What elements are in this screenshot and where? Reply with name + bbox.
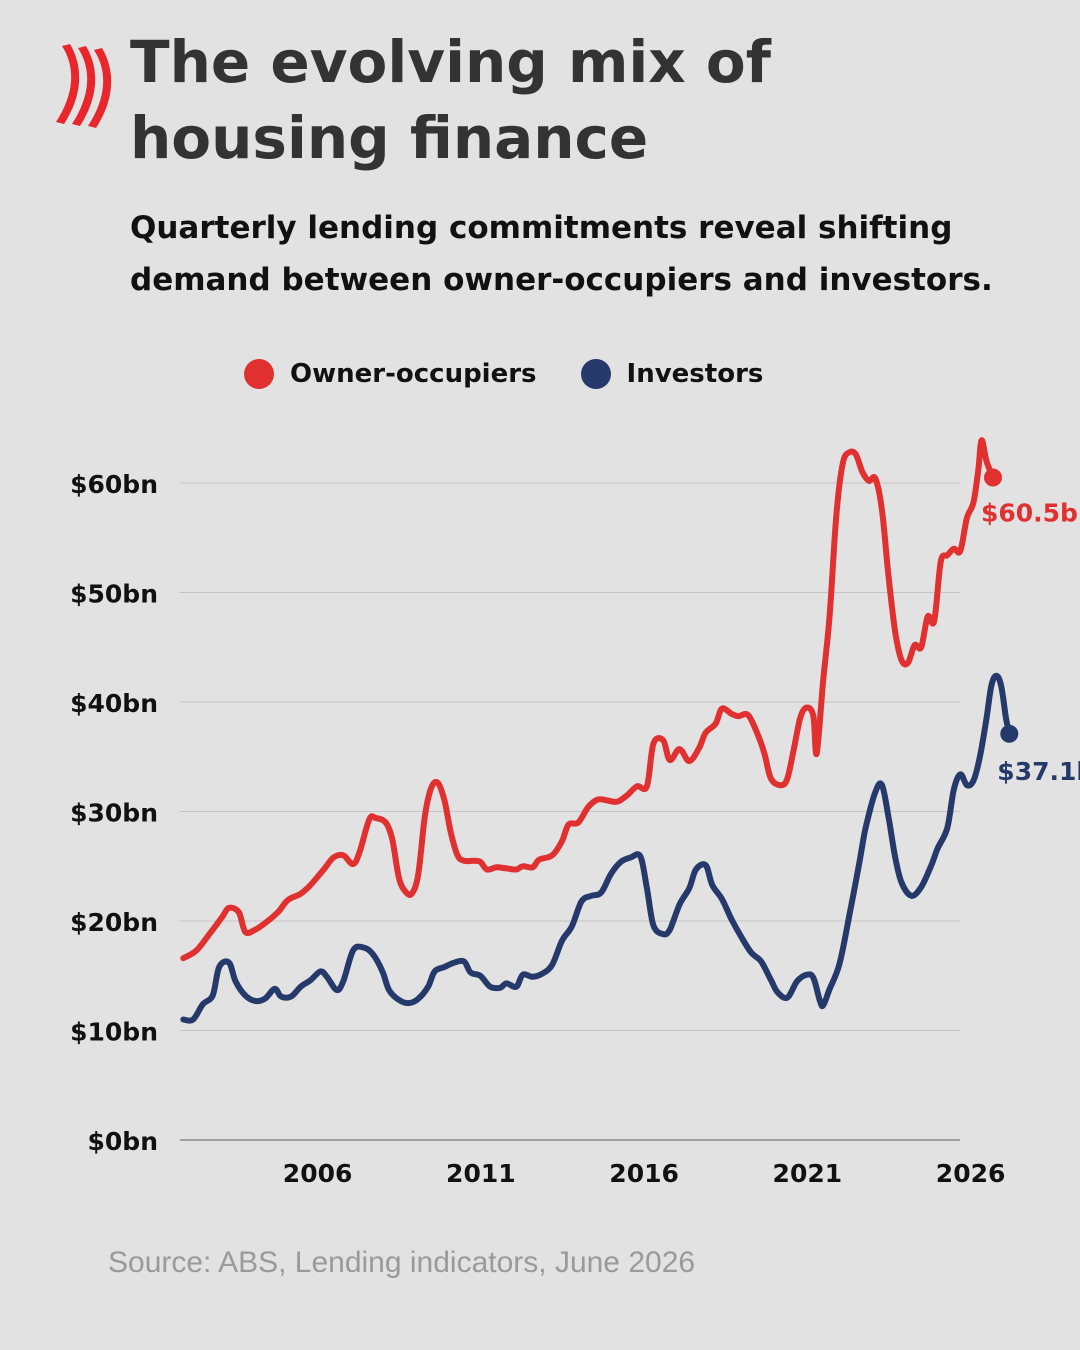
y-tick-label: $30bn (70, 799, 158, 828)
series-line-investors (180, 672, 1013, 1024)
x-tick-label: 2016 (609, 1159, 679, 1188)
end-point-investors (1000, 724, 1019, 743)
source-note: Source: ABS, Lending indicators, June 20… (108, 1246, 696, 1279)
line-chart: $0bn $10bn $20bn $30bn $40bn $50bn $60bn 2006 20… (70, 437, 1080, 1188)
y-tick-label: $40bn (70, 689, 158, 718)
chart-title: The evolving mix of housing finance (130, 28, 771, 172)
legend-item-investors: Investors (580, 359, 764, 389)
sbs-logo-icon (56, 44, 112, 128)
x-tick-label: 2006 (283, 1159, 353, 1188)
series-line-owner-occupiers (180, 437, 996, 962)
legend-item-owner-occupiers: Owner-occupiers (244, 359, 537, 389)
legend-label-owner-occupiers: Owner-occupiers (290, 359, 537, 389)
chart-subtitle: Quarterly lending commitments reveal shi… (130, 210, 993, 298)
y-tick-label: $50bn (70, 580, 158, 609)
legend-label-investors: Investors (626, 359, 764, 389)
y-tick-label: $0bn (88, 1127, 158, 1156)
x-tick-label: 2011 (446, 1159, 516, 1188)
legend-swatch-owner-occupiers (244, 359, 274, 389)
end-label-investors: $37.1bn (997, 757, 1080, 786)
y-tick-label: $60bn (70, 470, 158, 499)
y-tick-label: $20bn (70, 908, 158, 937)
x-tick-label: 2026 (936, 1159, 1006, 1188)
y-tick-label: $10bn (70, 1018, 158, 1047)
end-point-owner-occupiers (983, 468, 1002, 487)
legend-swatch-investors (580, 359, 611, 389)
end-label-owner-occupiers: $60.5bn (981, 499, 1080, 528)
chart-legend: Owner-occupiers Investors (244, 354, 807, 394)
x-tick-label: 2021 (773, 1159, 843, 1188)
